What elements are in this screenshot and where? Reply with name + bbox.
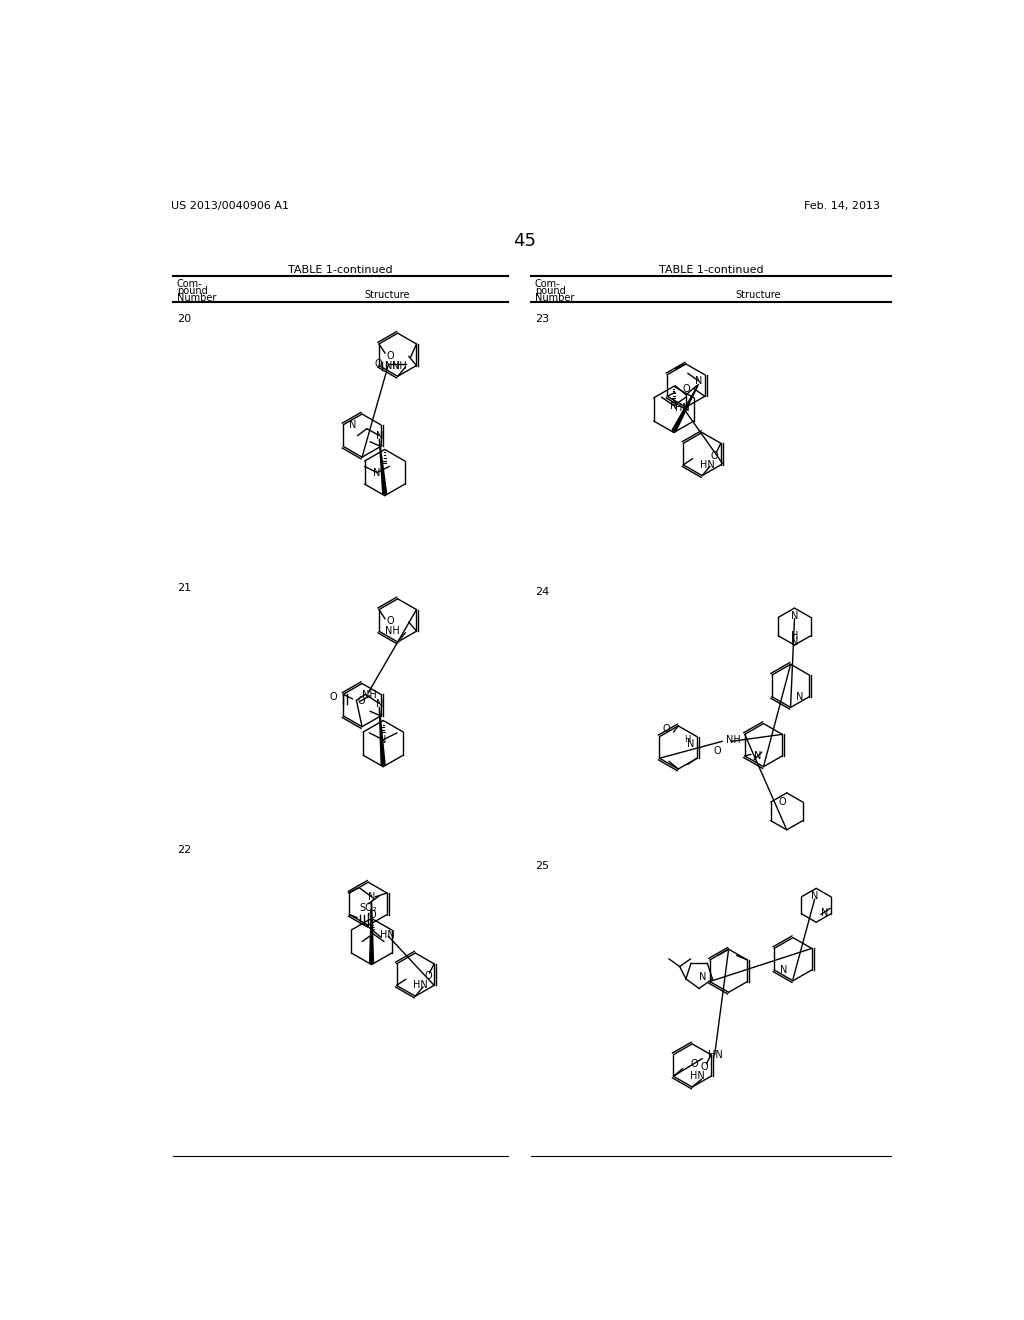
Text: HN: HN (690, 1072, 705, 1081)
Text: SO₂: SO₂ (359, 903, 377, 913)
Text: 23: 23 (535, 314, 549, 323)
Text: 25: 25 (535, 861, 549, 871)
Text: N: N (670, 400, 678, 411)
Text: N: N (698, 973, 707, 982)
Text: H: H (684, 735, 691, 744)
Text: HN: HN (381, 929, 395, 940)
Text: Feb. 14, 2013: Feb. 14, 2013 (804, 201, 880, 211)
Text: HN: HN (709, 1049, 723, 1060)
Polygon shape (379, 438, 387, 494)
Text: O: O (711, 450, 719, 461)
Text: US 2013/0040906 A1: US 2013/0040906 A1 (171, 201, 289, 211)
Text: Number: Number (177, 293, 216, 304)
Text: O: O (714, 746, 722, 755)
Text: HN: HN (413, 981, 428, 990)
Text: O: O (424, 972, 432, 981)
Text: N: N (754, 751, 762, 760)
Text: N: N (368, 892, 375, 902)
Text: O: O (368, 909, 376, 920)
Text: N: N (791, 638, 798, 647)
Text: 24: 24 (535, 587, 549, 597)
Text: N: N (374, 467, 381, 478)
Polygon shape (379, 706, 385, 766)
Text: NH: NH (362, 690, 377, 700)
Text: O: O (387, 616, 394, 626)
Text: O: O (663, 723, 671, 734)
Text: N: N (686, 739, 694, 750)
Text: O: O (691, 1059, 698, 1069)
Text: NH: NH (385, 626, 399, 636)
Text: NH: NH (392, 360, 408, 371)
Text: pound: pound (535, 286, 565, 296)
Text: O: O (778, 797, 786, 807)
Text: 21: 21 (177, 583, 190, 594)
Text: HN: HN (700, 459, 715, 470)
Text: N: N (796, 692, 803, 702)
Text: NH: NH (726, 735, 740, 744)
Text: O: O (357, 696, 365, 706)
Text: Structure: Structure (735, 290, 780, 300)
Text: N: N (791, 611, 798, 620)
Polygon shape (672, 384, 698, 432)
Text: O: O (330, 693, 337, 702)
Text: N: N (695, 376, 702, 385)
Text: Com-: Com- (177, 280, 203, 289)
Text: TABLE 1-continued: TABLE 1-continued (288, 264, 392, 275)
Text: H: H (791, 631, 798, 640)
Text: TABLE 1-continued: TABLE 1-continued (658, 264, 764, 275)
Text: N: N (376, 430, 383, 441)
Text: N: N (780, 965, 787, 975)
Text: 22: 22 (177, 845, 191, 855)
Text: O: O (701, 1063, 709, 1072)
Text: Structure: Structure (365, 290, 410, 300)
Text: N: N (349, 420, 356, 430)
Text: 20: 20 (177, 314, 190, 323)
Polygon shape (370, 900, 374, 964)
Text: N: N (380, 735, 387, 744)
Text: N: N (821, 908, 828, 917)
Text: O: O (683, 384, 690, 393)
Text: O: O (375, 359, 382, 370)
Text: N: N (811, 891, 818, 902)
Text: NH: NH (385, 360, 399, 371)
Text: pound: pound (177, 286, 208, 296)
Text: HN: HN (675, 403, 690, 413)
Text: Com-: Com- (535, 280, 560, 289)
Text: 45: 45 (513, 231, 537, 249)
Text: Number: Number (535, 293, 574, 304)
Text: O: O (387, 351, 394, 360)
Text: N: N (376, 698, 383, 709)
